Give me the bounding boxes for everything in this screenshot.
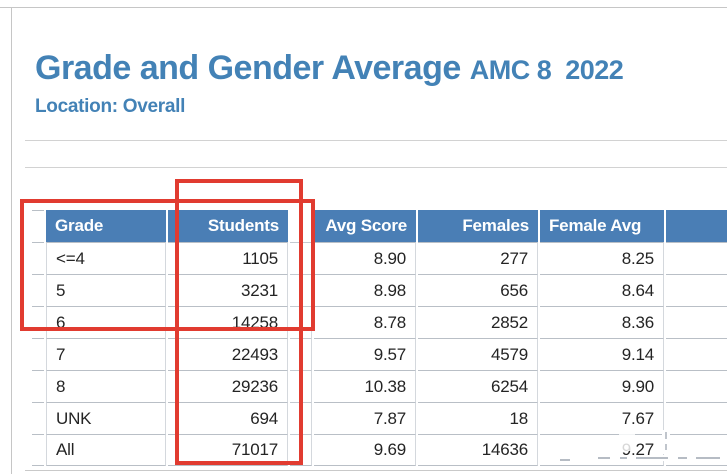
females-cell: 18 [418,402,538,434]
avg-score-cell: 7.87 [314,402,416,434]
row-gutter-cell [32,370,44,402]
avg-score-cell: 8.90 [314,242,416,274]
erased-border-dash [636,457,668,459]
female-avg-cell: 7.67 [540,402,664,434]
female-avg-cell: 8.36 [540,306,664,338]
table-row: 5 3231 8.98 656 8.64 [32,274,727,306]
female-avg-cell: 8.64 [540,274,664,306]
column-header-females: Females [418,210,538,242]
row-gutter-cell [32,210,44,242]
erased-border-dash [560,459,570,461]
females-cell: 14636 [418,434,538,466]
row-gutter-cell [32,242,44,274]
watermark-smudge [619,430,635,451]
table-row: UNK 694 7.87 18 7.67 [32,402,727,434]
females-cell: 6254 [418,370,538,402]
empty-cell [666,274,727,306]
females-cell: 4579 [418,338,538,370]
empty-cell [666,370,727,402]
empty-cell [666,306,727,338]
table-row: 7 22493 9.57 4579 9.14 [32,338,727,370]
location-label: Location: Overall [35,96,186,117]
divider-line [25,167,727,168]
row-gutter-cell [32,274,44,306]
contest-year-label: AMC 8 2022 [469,55,624,85]
avg-score-cell: 9.57 [314,338,416,370]
window-top-edge [0,7,727,8]
students-cell: 694 [168,402,288,434]
row-gutter-cell [32,434,44,466]
empty-cell [666,338,727,370]
empty-header-cell [666,210,727,242]
divider-line [25,140,727,141]
erased-border-dash [665,432,667,439]
erased-border-dash [696,457,720,459]
grade-cell: 6 [46,306,166,338]
grade-cell: All [46,434,166,466]
female-avg-cell: 9.14 [540,338,664,370]
table-header-row: Grade Students Avg Score Females Female … [32,210,727,242]
table-row: <=4 1105 8.90 277 8.25 [32,242,727,274]
grade-cell: <=4 [46,242,166,274]
female-avg-cell: 9.27 [540,434,664,466]
erased-border-dash [665,444,667,450]
column-header-female-avg: Female Avg [540,210,664,242]
watermark-smudge [662,430,670,454]
erased-border-dash [620,457,627,459]
students-cell: 29236 [168,370,288,402]
avg-score-cell: 8.98 [314,274,416,306]
erased-border-dash [678,457,687,459]
empty-cell [666,402,727,434]
avg-score-cell: 8.78 [314,306,416,338]
avg-score-cell: 9.69 [314,434,416,466]
column-header-students: Students [168,210,288,242]
females-cell: 277 [418,242,538,274]
empty-cell [666,434,727,466]
annotation-box-grade-students-rows [20,199,315,331]
divider-line [25,470,727,471]
page-title-text: Grade and Gender Average [35,49,461,87]
erased-border-dash [598,457,610,459]
females-cell: 2852 [418,306,538,338]
column-header-avg-score: Avg Score [314,210,416,242]
row-gutter-cell [32,306,44,338]
avg-score-cell: 10.38 [314,370,416,402]
grade-cell: 5 [46,274,166,306]
female-avg-cell: 9.90 [540,370,664,402]
students-cell: 14258 [168,306,288,338]
females-cell: 656 [418,274,538,306]
row-gutter-cell [32,402,44,434]
stats-table-container: Grade Students Avg Score Females Female … [30,210,727,466]
students-cell: 22493 [168,338,288,370]
column-header-grade: Grade [46,210,166,242]
students-cell: 71017 [168,434,288,466]
row-gutter-cell [32,338,44,370]
grade-cell: UNK [46,402,166,434]
female-avg-cell: 8.25 [540,242,664,274]
students-cell: 3231 [168,274,288,306]
empty-cell [666,242,727,274]
window-left-edge [11,7,12,474]
table-row: 8 29236 10.38 6254 9.90 [32,370,727,402]
grade-cell: 8 [46,370,166,402]
students-cell: 1105 [168,242,288,274]
grade-gender-average-table: Grade Students Avg Score Females Female … [30,210,727,466]
page-title: Grade and Gender Average AMC 8 2022 [35,49,624,88]
annotation-box-students-column [175,179,303,465]
grade-cell: 7 [46,338,166,370]
